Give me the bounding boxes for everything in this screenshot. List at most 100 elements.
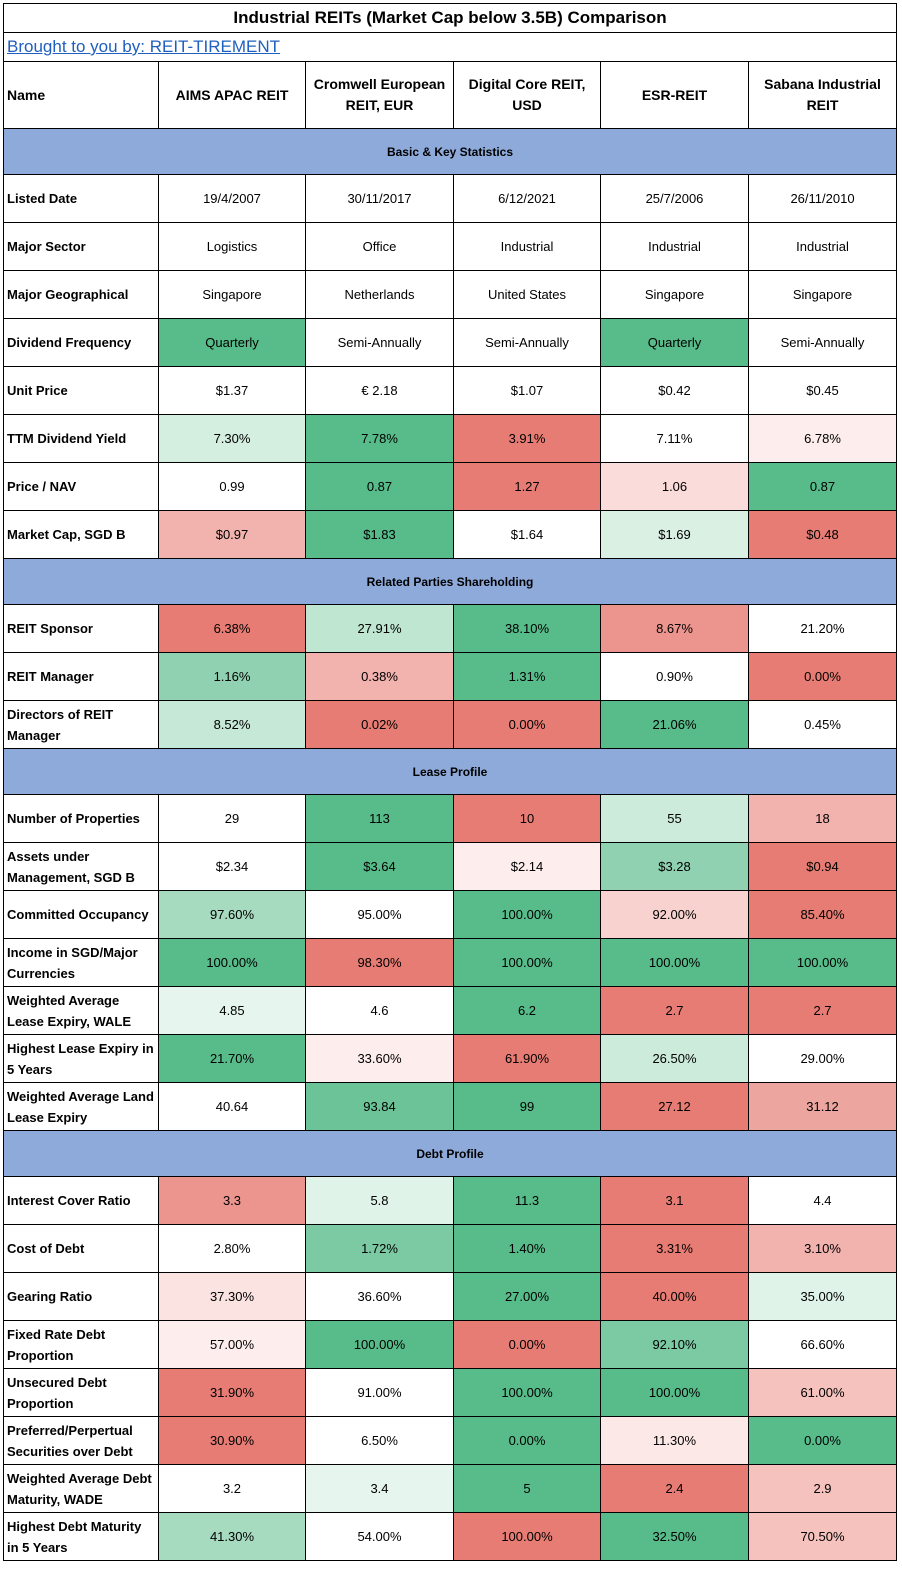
value-cell: $2.34 bbox=[158, 842, 306, 891]
row-label: Listed Date bbox=[3, 174, 159, 223]
value-cell: 0.87 bbox=[305, 462, 454, 511]
value-cell: $2.14 bbox=[453, 842, 601, 891]
value-cell: 92.10% bbox=[600, 1320, 749, 1369]
comparison-table: Industrial REITs (Market Cap below 3.5B)… bbox=[2, 3, 898, 1561]
row-label: Highest Lease Expiry in 5 Years bbox=[3, 1034, 159, 1083]
value-cell: 113 bbox=[305, 794, 454, 843]
row-label: Major Sector bbox=[3, 222, 159, 271]
row-label: Income in SGD/Major Currencies bbox=[3, 938, 159, 987]
row-label: Unit Price bbox=[3, 366, 159, 415]
value-cell: 31.90% bbox=[158, 1368, 306, 1417]
value-cell: 93.84 bbox=[305, 1082, 454, 1131]
value-cell: 85.40% bbox=[747, 890, 898, 939]
table-row: TTM Dividend Yield 7.30% 7.78% 3.91% 7.11% 6.… bbox=[3, 414, 898, 463]
value-cell: $3.64 bbox=[305, 842, 454, 891]
name-header: Name bbox=[3, 61, 159, 129]
value-cell: Singapore bbox=[158, 270, 306, 319]
value-cell: 6.50% bbox=[305, 1416, 454, 1465]
value-cell: 1.06 bbox=[600, 462, 749, 511]
row-label: Market Cap, SGD B bbox=[3, 510, 159, 559]
reit-header: AIMS APAC REIT bbox=[158, 61, 306, 129]
value-cell: 100.00% bbox=[747, 938, 898, 987]
value-cell: 92.00% bbox=[600, 890, 749, 939]
value-cell: 0.02% bbox=[305, 700, 454, 749]
value-cell: 25/7/2006 bbox=[600, 174, 749, 223]
row-label: REIT Sponsor bbox=[3, 604, 159, 653]
section-title: Lease Profile bbox=[2, 748, 898, 795]
value-cell: 5.8 bbox=[305, 1176, 454, 1225]
value-cell: 100.00% bbox=[158, 938, 306, 987]
value-cell: $1.64 bbox=[453, 510, 601, 559]
value-cell: 29.00% bbox=[747, 1034, 898, 1083]
table-row: REIT Sponsor 6.38% 27.91% 38.10% 8.67% 21.20% bbox=[3, 604, 898, 653]
value-cell: 30.90% bbox=[158, 1416, 306, 1465]
value-cell: 11.30% bbox=[600, 1416, 749, 1465]
value-cell: 70.50% bbox=[747, 1512, 898, 1561]
value-cell: Industrial bbox=[600, 222, 749, 271]
value-cell: Netherlands bbox=[305, 270, 454, 319]
value-cell: 6/12/2021 bbox=[453, 174, 601, 223]
value-cell: 2.7 bbox=[600, 986, 749, 1035]
section-header-row: Lease Profile bbox=[2, 748, 898, 795]
table-row: REIT Manager 1.16% 0.38% 1.31% 0.90% 0.00% bbox=[3, 652, 898, 701]
value-cell: 57.00% bbox=[158, 1320, 306, 1369]
value-cell: 100.00% bbox=[453, 938, 601, 987]
comparison-sheet: Industrial REITs (Market Cap below 3.5B)… bbox=[2, 3, 898, 1561]
table-row: Assets under Management, SGD B $2.34 $3.64… bbox=[3, 842, 898, 891]
table-row: Highest Lease Expiry in 5 Years 21.70% 33.… bbox=[3, 1034, 898, 1083]
value-cell: 0.87 bbox=[747, 462, 898, 511]
value-cell: 29 bbox=[158, 794, 306, 843]
reit-header: Cromwell European REIT, EUR bbox=[305, 61, 454, 129]
value-cell: 31.12 bbox=[747, 1082, 898, 1131]
value-cell: 100.00% bbox=[453, 890, 601, 939]
table-row: Committed Occupancy 97.60% 95.00% 100.00% 92… bbox=[3, 890, 898, 939]
value-cell: 40.00% bbox=[600, 1272, 749, 1321]
row-label: Number of Properties bbox=[3, 794, 159, 843]
table-row: Income in SGD/Major Currencies 100.00% 98.… bbox=[3, 938, 898, 987]
value-cell: 1.27 bbox=[453, 462, 601, 511]
table-row: Dividend Frequency Quarterly Semi-Annually… bbox=[3, 318, 898, 367]
value-cell: 40.64 bbox=[158, 1082, 306, 1131]
credit-link[interactable]: Brought to you by: REIT-TIREMENT bbox=[7, 37, 281, 56]
value-cell: 36.60% bbox=[305, 1272, 454, 1321]
section-header-row: Related Parties Shareholding bbox=[2, 558, 898, 605]
table-row: Gearing Ratio 37.30% 36.60% 27.00% 40.00% 35.… bbox=[3, 1272, 898, 1321]
value-cell: 95.00% bbox=[305, 890, 454, 939]
value-cell: Quarterly bbox=[158, 318, 306, 367]
table-row: Weighted Average Land Lease Expiry 40.64 9… bbox=[3, 1082, 898, 1131]
value-cell: $0.42 bbox=[600, 366, 749, 415]
value-cell: 0.00% bbox=[453, 700, 601, 749]
row-label: Gearing Ratio bbox=[3, 1272, 159, 1321]
value-cell: 4.4 bbox=[747, 1176, 898, 1225]
credit-cell: Brought to you by: REIT-TIREMENT bbox=[2, 32, 898, 62]
value-cell: 21.06% bbox=[600, 700, 749, 749]
value-cell: 6.2 bbox=[453, 986, 601, 1035]
table-row: Market Cap, SGD B $0.97 $1.83 $1.64 $1.69 $0.… bbox=[3, 510, 898, 559]
row-label: Weighted Average Lease Expiry, WALE bbox=[3, 986, 159, 1035]
table-row: Major Geographical Singapore Netherlands Un… bbox=[3, 270, 898, 319]
value-cell: $0.94 bbox=[747, 842, 898, 891]
row-label: Fixed Rate Debt Proportion bbox=[3, 1320, 159, 1369]
value-cell: 5 bbox=[453, 1464, 601, 1513]
value-cell: Singapore bbox=[747, 270, 898, 319]
value-cell: $3.28 bbox=[600, 842, 749, 891]
value-cell: 4.6 bbox=[305, 986, 454, 1035]
value-cell: 61.90% bbox=[453, 1034, 601, 1083]
value-cell: 100.00% bbox=[600, 1368, 749, 1417]
table-row: Weighted Average Lease Expiry, WALE 4.85 4… bbox=[3, 986, 898, 1035]
value-cell: 0.45% bbox=[747, 700, 898, 749]
value-cell: 1.31% bbox=[453, 652, 601, 701]
page-title: Industrial REITs (Market Cap below 3.5B)… bbox=[2, 3, 898, 33]
value-cell: 32.50% bbox=[600, 1512, 749, 1561]
row-label: Major Geographical bbox=[3, 270, 159, 319]
row-label: Weighted Average Debt Maturity, WADE bbox=[3, 1464, 159, 1513]
section-title: Basic & Key Statistics bbox=[2, 128, 898, 175]
value-cell: 66.60% bbox=[747, 1320, 898, 1369]
value-cell: 26/11/2010 bbox=[747, 174, 898, 223]
value-cell: 54.00% bbox=[305, 1512, 454, 1561]
value-cell: 100.00% bbox=[453, 1368, 601, 1417]
table-row: Unit Price $1.37 € 2.18 $1.07 $0.42 $0.45 bbox=[3, 366, 898, 415]
value-cell: 7.11% bbox=[600, 414, 749, 463]
value-cell: 100.00% bbox=[453, 1512, 601, 1561]
value-cell: 8.67% bbox=[600, 604, 749, 653]
